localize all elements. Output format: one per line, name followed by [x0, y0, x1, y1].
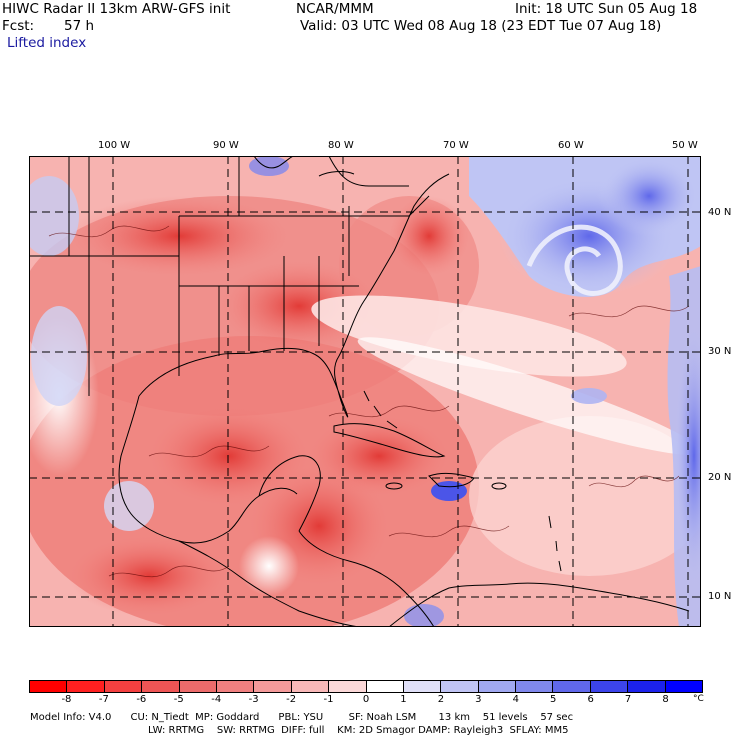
colorbar-swatch — [141, 681, 179, 692]
colorbar-tick-label: 1 — [400, 694, 407, 705]
colorbar-tick-label: 4 — [512, 694, 519, 705]
colorbar-swatch — [477, 681, 516, 692]
colorbar-swatch — [552, 681, 590, 692]
lon-label: 50 W — [672, 140, 698, 151]
lat-label: 40 N — [708, 207, 732, 218]
colorbar-tick-label: -1 — [323, 694, 334, 705]
colorbar-swatch — [253, 681, 291, 692]
colorbar-swatch — [664, 681, 703, 692]
forecast-hour: 57 h — [64, 18, 95, 34]
colorbar-tick-label: 8 — [662, 694, 669, 705]
lifted-index-map — [29, 156, 701, 627]
lon-label: 100 W — [98, 140, 131, 151]
colorbar-tick-label: 5 — [550, 694, 557, 705]
init-time: Init: 18 UTC Sun 05 Aug 18 — [515, 1, 698, 17]
colorbar-swatch — [440, 681, 478, 692]
forecast-label: Fcst: — [2, 18, 35, 34]
colorbar-tick-label: -4 — [211, 694, 222, 705]
lat-label: 10 N — [708, 591, 732, 602]
lon-label: 90 W — [213, 140, 239, 151]
lat-label: 20 N — [708, 472, 732, 483]
model-title: HIWC Radar II 13km ARW-GFS init — [2, 1, 231, 17]
colorbar-tick-label: -3 — [248, 694, 259, 705]
colorbar-tick-label: -5 — [173, 694, 184, 705]
model-info-line1: Model Info: V4.0 CU: N_Tiedt MP: Goddard… — [30, 712, 574, 723]
colorbar-swatch — [215, 681, 254, 692]
colorbar-swatch — [66, 681, 104, 692]
colorbar-tick-label: -2 — [286, 694, 297, 705]
colorbar-unit: °C — [693, 694, 704, 704]
colorbar-swatch — [365, 681, 403, 692]
lon-label: 70 W — [443, 140, 469, 151]
field-name: Lifted index — [7, 35, 87, 51]
valid-time: Valid: 03 UTC Wed 08 Aug 18 (23 EDT Tue … — [300, 18, 662, 34]
colorbar-swatch — [328, 681, 366, 692]
colorbar-tick-label: 0 — [362, 694, 370, 705]
lat-label: 30 N — [708, 346, 732, 357]
lon-label: 60 W — [558, 140, 584, 151]
colorbar-swatch — [30, 681, 67, 692]
colorbar-tick-label: 7 — [624, 694, 632, 705]
colorbar-swatch — [103, 681, 142, 692]
colorbar-tick-label: -8 — [61, 694, 72, 705]
organization: NCAR/MMM — [296, 1, 374, 17]
map-frame — [29, 156, 701, 627]
colorbar-tick-label: -7 — [98, 694, 109, 705]
colorbar-tick-label: 3 — [475, 694, 482, 705]
colorbar-tick-label: -6 — [136, 694, 147, 705]
colorbar-swatch — [290, 681, 329, 692]
colorbar-swatch — [627, 681, 665, 692]
colorbar-swatch — [178, 681, 216, 692]
colorbar-tick-label: 2 — [437, 694, 445, 705]
colorbar-swatch — [589, 681, 628, 692]
colorbar — [29, 680, 703, 693]
lon-label: 80 W — [328, 140, 354, 151]
colorbar-tick-label: 6 — [587, 694, 594, 705]
colorbar-swatch — [515, 681, 553, 692]
colorbar-swatch — [402, 681, 441, 692]
model-info-line2: LW: RRTMG SW: RRTMG DIFF: full KM: 2D Sm… — [148, 725, 569, 736]
